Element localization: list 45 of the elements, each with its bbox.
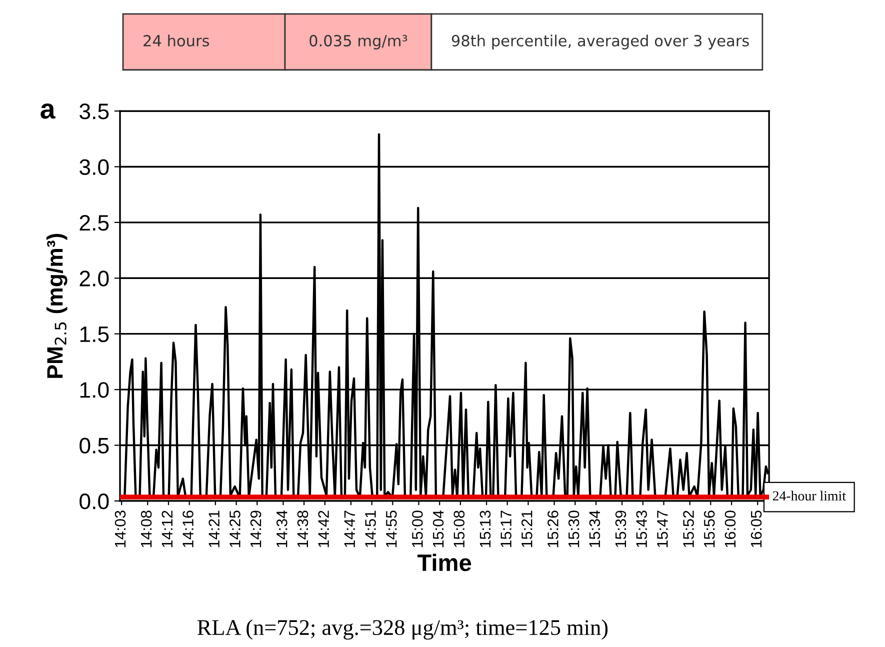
y-tick-label: 2.0	[80, 270, 109, 286]
y-tick-label: 1.0	[80, 382, 109, 398]
y-axis-title: PM$_{2.5}$ (mg/m³)	[46, 234, 68, 378]
x-tick-label: 14:16	[182, 510, 194, 548]
y-tick-label: 0.5	[80, 438, 109, 454]
x-tick-label: 15:34	[589, 510, 600, 548]
x-tick-label: 14:25	[230, 510, 240, 548]
x-tick-label: 14:03	[114, 510, 126, 548]
x-tick-label: 15:17	[500, 510, 512, 548]
text: 24 hours	[144, 34, 209, 46]
ref-line-label: 24-hour limit	[772, 490, 846, 501]
x-tick-label: 14:42	[318, 510, 329, 548]
x-tick-label: 15:21	[521, 510, 532, 548]
x-tick-label: 16:00	[724, 510, 736, 548]
x-tick-label: 14:47	[344, 510, 355, 548]
x-tick-label: 15:39	[615, 510, 626, 548]
x-tick-label: 15:13	[480, 510, 491, 548]
x-tick-label: 15:00	[412, 510, 423, 548]
x-tick-label: 14:51	[365, 510, 376, 548]
y-tick-label: 3.0	[80, 159, 109, 176]
text: 0.035 mg/m³	[310, 34, 408, 50]
x-tick-label: 14:29	[250, 510, 262, 548]
x-tick-label: 16:05	[750, 510, 762, 548]
text: RLA (n=752; avg.=328 μg/m³; time=125 min)	[197, 619, 608, 640]
x-tick-label: 15:26	[548, 510, 558, 548]
x-tick-label: 15:43	[636, 510, 648, 548]
x-axis-title: Time	[417, 554, 472, 572]
x-tick-label: 15:52	[683, 510, 694, 548]
x-tick-label: 14:12	[162, 510, 172, 548]
text: 98th percentile, averaged over 3 years	[452, 34, 749, 50]
x-tick-label: 14:55	[386, 510, 397, 548]
x-tick-label: 15:04	[432, 510, 444, 548]
x-tick-label: 15:56	[704, 510, 715, 548]
x-tick-label: 14:08	[140, 510, 152, 548]
x-tick-label: 14:38	[297, 510, 308, 548]
y-tick-label: 2.5	[80, 214, 109, 231]
x-tick-label: 14:21	[208, 510, 220, 548]
y-tick-label: 3.5	[80, 104, 109, 120]
x-tick-label: 15:47	[657, 510, 668, 548]
x-tick-label: 14:34	[276, 510, 288, 548]
y-tick-label: 1.5	[80, 326, 109, 342]
y-tick-label: 0.0	[80, 494, 109, 510]
text: a	[40, 104, 56, 119]
x-tick-label: 15:30	[568, 510, 580, 548]
x-tick-label: 15:08	[454, 510, 465, 548]
